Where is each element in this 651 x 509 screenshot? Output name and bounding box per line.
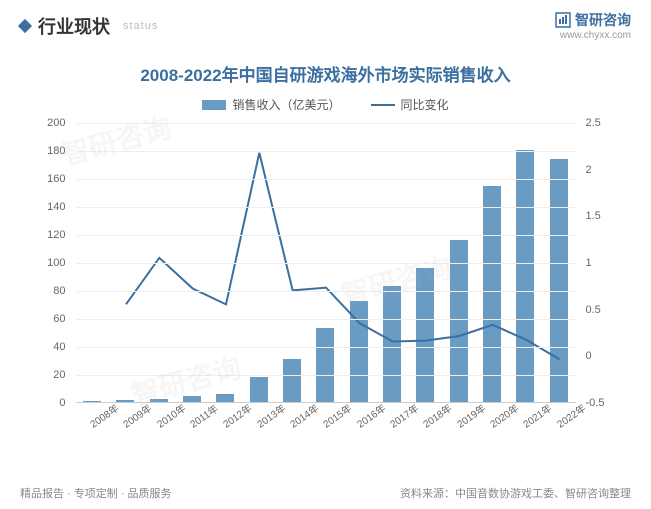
bar xyxy=(116,400,134,402)
grid-line xyxy=(76,319,576,320)
grid-line xyxy=(76,263,576,264)
grid-line xyxy=(76,123,576,124)
y-left-tick: 20 xyxy=(53,369,65,381)
bar xyxy=(483,186,501,402)
x-label: 2016年 xyxy=(353,408,376,431)
y-left-tick: 180 xyxy=(47,145,65,157)
bar xyxy=(316,328,334,402)
brand-icon xyxy=(555,12,571,28)
x-label: 2012年 xyxy=(220,408,243,431)
header: 行业现状 status 智研咨询 www.chyxx.com xyxy=(0,0,651,46)
legend-line-item: 同比变化 xyxy=(371,96,449,113)
x-label: 2018年 xyxy=(420,408,443,431)
bar xyxy=(216,394,234,402)
brand-text: 智研咨询 xyxy=(575,10,631,30)
bar xyxy=(516,150,534,402)
y-left-tick: 120 xyxy=(47,229,65,241)
bar xyxy=(450,240,468,402)
y-axis-left: 020406080100120140160180200 xyxy=(41,123,71,403)
x-label: 2015年 xyxy=(320,408,343,431)
header-left: 行业现状 status xyxy=(20,13,158,39)
footer-left: 精品报告 · 专项定制 · 品质服务 xyxy=(20,485,172,501)
x-label: 2017年 xyxy=(386,408,409,431)
bar xyxy=(183,396,201,402)
bar xyxy=(550,159,568,402)
footer-right: 资料来源：中国音数协游戏工委、智研咨询整理 xyxy=(400,485,631,501)
grid-line xyxy=(76,179,576,180)
x-label: 2010年 xyxy=(153,408,176,431)
y-left-tick: 40 xyxy=(53,341,65,353)
y-left-tick: 160 xyxy=(47,173,65,185)
grid-line xyxy=(76,235,576,236)
chart-area: 020406080100120140160180200 -0.500.511.5… xyxy=(41,123,611,453)
y-left-tick: 100 xyxy=(47,257,65,269)
grid-line xyxy=(76,151,576,152)
y-right-tick: 1 xyxy=(586,257,592,269)
legend-line-swatch xyxy=(371,104,395,106)
bar xyxy=(283,359,301,402)
y-left-tick: 140 xyxy=(47,201,65,213)
grid-line xyxy=(76,291,576,292)
x-label: 2021年 xyxy=(520,408,543,431)
legend: 销售收入（亿美元） 同比变化 xyxy=(0,96,651,113)
bar xyxy=(250,377,268,402)
x-label: 2011年 xyxy=(186,408,209,431)
brand-label: 智研咨询 xyxy=(555,10,631,30)
y-right-tick: 2 xyxy=(586,164,592,176)
x-label: 2014年 xyxy=(286,408,309,431)
page-title: 行业现状 xyxy=(38,13,110,39)
diamond-icon xyxy=(18,18,32,32)
x-label: 2020年 xyxy=(486,408,509,431)
y-axis-right: -0.500.511.522.5 xyxy=(581,123,611,403)
y-left-tick: 80 xyxy=(53,285,65,297)
legend-bar-label: 销售收入（亿美元） xyxy=(232,96,340,113)
x-label: 2008年 xyxy=(86,408,109,431)
x-labels: 2008年2009年2010年2011年2012年2013年2014年2015年… xyxy=(76,408,576,423)
bar xyxy=(150,399,168,402)
brand-url: www.chyxx.com xyxy=(555,30,631,41)
y-left-tick: 60 xyxy=(53,313,65,325)
header-right: 智研咨询 www.chyxx.com xyxy=(555,10,631,41)
bar xyxy=(416,268,434,402)
y-right-tick: -0.5 xyxy=(586,397,605,409)
legend-bar-item: 销售收入（亿美元） xyxy=(202,96,340,113)
footer: 精品报告 · 专项定制 · 品质服务 资料来源：中国音数协游戏工委、智研咨询整理 xyxy=(20,485,631,501)
grid-line xyxy=(76,375,576,376)
x-label: 2019年 xyxy=(453,408,476,431)
chart-title: 2008-2022年中国自研游戏海外市场实际销售收入 xyxy=(0,61,651,86)
y-right-tick: 0.5 xyxy=(586,304,601,316)
page-subtitle: status xyxy=(123,20,158,32)
x-label: 2022年 xyxy=(553,408,576,431)
grid-line xyxy=(76,347,576,348)
y-right-tick: 1.5 xyxy=(586,210,601,222)
bar xyxy=(83,401,101,402)
y-right-tick: 0 xyxy=(586,350,592,362)
y-right-tick: 2.5 xyxy=(586,117,601,129)
grid-line xyxy=(76,207,576,208)
legend-bar-swatch xyxy=(202,100,226,110)
bar xyxy=(350,301,368,402)
legend-line-label: 同比变化 xyxy=(401,96,449,113)
plot-area xyxy=(76,123,576,403)
bar xyxy=(383,286,401,402)
x-label: 2013年 xyxy=(253,408,276,431)
y-left-tick: 0 xyxy=(59,397,65,409)
x-label: 2009年 xyxy=(120,408,143,431)
y-left-tick: 200 xyxy=(47,117,65,129)
